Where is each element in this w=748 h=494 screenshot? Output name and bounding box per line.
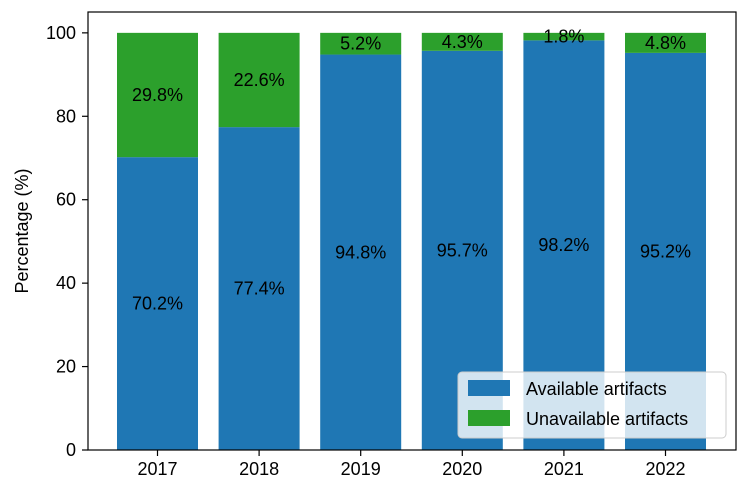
legend: Available artifacts Unavailable artifact…	[457, 371, 727, 439]
bar-unavailable-2022	[625, 32, 706, 53]
bars-layer	[117, 32, 706, 451]
bar-available-2017	[117, 157, 198, 450]
bar-label-unavailable-2022: 4.8%	[645, 33, 686, 53]
y-axis-title: Percentage (%)	[12, 168, 32, 293]
bar-unavailable-2017	[117, 32, 198, 158]
bar-label-available-2021: 98.2%	[538, 235, 589, 255]
bar-unavailable-2021	[523, 32, 605, 41]
legend-swatch-available	[468, 380, 510, 396]
y-tick-label-40: 40	[56, 273, 76, 293]
legend-label-available: Available artifacts	[526, 379, 667, 399]
bar-label-available-2022: 95.2%	[640, 241, 691, 261]
legend-frame	[457, 371, 727, 439]
x-tick-label-2017: 2017	[137, 459, 177, 479]
x-tick-label-2018: 2018	[239, 459, 279, 479]
y-axis: 0 20 40 60 80 100	[46, 23, 88, 460]
bar-unavailable-2020	[421, 32, 503, 51]
bar-label-available-2017: 70.2%	[132, 294, 183, 314]
y-tick-label-100: 100	[46, 23, 76, 43]
bar-label-available-2020: 95.7%	[437, 240, 488, 260]
bar-label-unavailable-2018: 22.6%	[234, 70, 285, 90]
x-tick-label-2021: 2021	[544, 459, 584, 479]
y-tick-label-0: 0	[66, 440, 76, 460]
bar-label-unavailable-2021: 1.8%	[543, 27, 584, 47]
x-tick-label-2020: 2020	[442, 459, 482, 479]
x-tick-label-2022: 2022	[645, 459, 685, 479]
bar-label-unavailable-2019: 5.2%	[340, 34, 381, 54]
bar-available-2019	[320, 54, 402, 450]
bar-label-unavailable-2020: 4.3%	[442, 32, 483, 52]
y-tick-label-80: 80	[56, 106, 76, 126]
x-axis: 2017 2018 2019 2020 2021 2022	[137, 450, 686, 479]
legend-swatch-unavailable	[468, 410, 510, 426]
legend-label-unavailable: Unavailable artifacts	[526, 409, 688, 429]
x-tick-label-2019: 2019	[341, 459, 381, 479]
bar-available-2018	[218, 127, 300, 450]
bar-labels-layer: 70.2% 29.8% 77.4% 22.6% 94.8% 5.2% 95.7% 4.3% 98…	[132, 27, 691, 314]
bar-unavailable-2019	[320, 32, 402, 55]
y-tick-label-60: 60	[56, 190, 76, 210]
plot-frame	[87, 11, 737, 451]
bar-label-unavailable-2017: 29.8%	[132, 85, 183, 105]
y-tick-label-20: 20	[56, 357, 76, 377]
bar-label-available-2018: 77.4%	[234, 279, 285, 299]
bar-unavailable-2018	[218, 32, 300, 128]
bar-label-available-2019: 94.8%	[335, 242, 386, 262]
